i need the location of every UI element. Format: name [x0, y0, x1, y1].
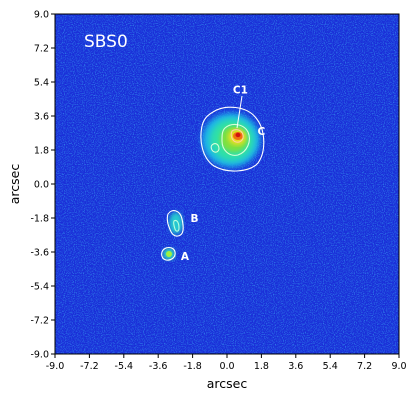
x-tick-label: 1.8	[254, 361, 269, 372]
source-labels: C C1 B A	[181, 85, 266, 263]
x-tick-label: 7.2	[357, 361, 372, 372]
image-noise	[55, 14, 399, 354]
contour-a	[161, 246, 176, 261]
x-axis-label: arcsec	[207, 376, 248, 391]
contour-b	[166, 210, 184, 237]
x-tick-label: 3.6	[288, 361, 303, 372]
x-tick-label: 0.0	[219, 361, 234, 372]
source-label-c1: C1	[233, 85, 248, 97]
contour-c-outer	[200, 106, 265, 172]
x-tick-label: -3.6	[149, 361, 168, 372]
y-tick-label: -7.2	[30, 316, 49, 327]
y-tick-label: -5.4	[30, 282, 49, 293]
x-tick-label: -1.8	[183, 361, 202, 372]
panel-title: SBS0	[84, 32, 128, 52]
y-tick-label: 5.4	[34, 78, 49, 89]
y-tick-label: 9.0	[34, 10, 49, 21]
y-tick-label: 3.6	[34, 112, 49, 123]
source-label-a: A	[181, 251, 190, 263]
x-axis-ticks: -9.0 -7.2 -5.4 -3.6 -1.8 0.0 1.8 3.6 5.4 7.2 9.0	[46, 354, 407, 372]
y-tick-label: 1.8	[34, 146, 49, 157]
source-label-b: B	[191, 213, 199, 225]
x-tick-label: 9.0	[391, 361, 406, 372]
emission-layer	[163, 113, 260, 260]
contour-layer	[161, 106, 265, 261]
x-tick-label: -7.2	[80, 361, 99, 372]
x-tick-label: -5.4	[115, 361, 134, 372]
x-tick-label: -9.0	[46, 361, 65, 372]
y-tick-label: 7.2	[34, 44, 49, 55]
y-tick-label: -3.6	[30, 248, 49, 259]
y-tick-label: -9.0	[30, 350, 49, 361]
contour-b-inner	[173, 219, 180, 232]
c1-pointer	[236, 95, 243, 129]
y-tick-label: 0.0	[34, 180, 49, 191]
contour-c-knot	[210, 143, 220, 153]
y-axis-ticks: 9.0 7.2 5.4 3.6 1.8 0.0 -1.8 -3.6 -5.4 -7.2 -9.0	[30, 10, 55, 361]
y-axis-label: arcsec	[7, 164, 22, 205]
y-tick-label: -1.8	[30, 214, 49, 225]
x-tick-label: 5.4	[323, 361, 338, 372]
source-label-c: C	[258, 126, 266, 138]
contour-c-inner	[221, 123, 250, 156]
contour-c-core	[230, 129, 244, 143]
